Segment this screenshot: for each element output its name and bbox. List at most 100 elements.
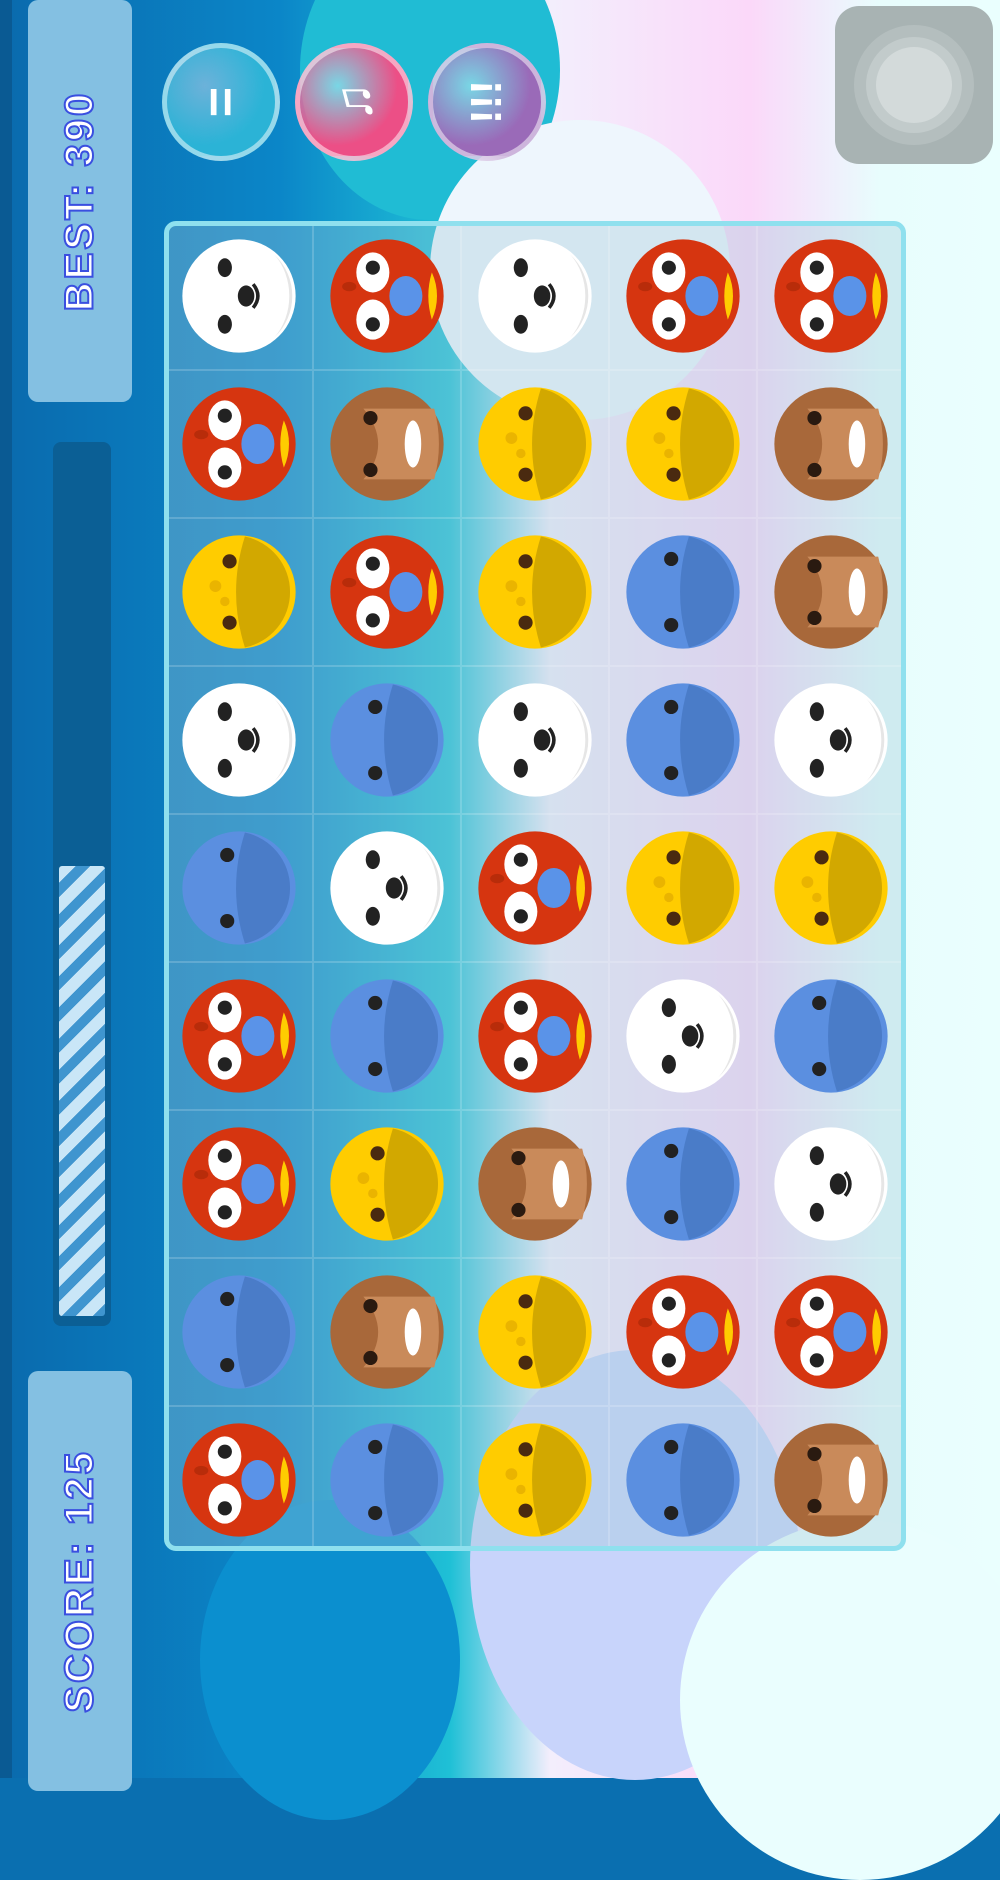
tile-parrot[interactable] [169,1406,313,1546]
monkey-icon [774,535,888,649]
tile-monkey[interactable] [757,518,901,666]
tile-blue[interactable] [609,666,757,814]
tile-chick[interactable] [169,518,313,666]
current-score: SCORE: 125 [57,1448,103,1713]
tile-panda[interactable] [169,666,313,814]
panda-icon [626,979,740,1093]
pause-icon: = [192,86,250,118]
chick-icon [774,831,888,945]
chick-icon [478,535,592,649]
panda-icon [774,1127,888,1241]
tile-parrot[interactable] [169,962,313,1110]
pause-button[interactable]: = [162,43,280,161]
tile-parrot[interactable] [609,226,757,370]
parrot-icon [774,239,888,353]
monkey-icon [774,387,888,501]
chick-icon [478,1275,592,1389]
parrot-icon [182,1423,296,1537]
monkey-icon [330,1275,444,1389]
tile-chick[interactable] [461,1258,609,1406]
tile-parrot[interactable] [169,1110,313,1258]
blue-icon [330,1423,444,1537]
chick-icon [182,535,296,649]
tile-blue[interactable] [609,1110,757,1258]
panda-icon [182,683,296,797]
tile-monkey[interactable] [461,1110,609,1258]
tile-chick[interactable] [609,814,757,962]
panda-icon [478,239,592,353]
panda-icon [182,239,296,353]
edge-strip [0,0,12,1778]
blue-icon [330,683,444,797]
tile-panda[interactable] [313,814,461,962]
tile-blue[interactable] [313,666,461,814]
tile-blue[interactable] [313,962,461,1110]
tile-blue[interactable] [313,1406,461,1546]
tile-blue[interactable] [609,1406,757,1546]
progress-bar [53,442,111,1326]
tile-panda[interactable] [757,1110,901,1258]
hint-button[interactable]: !!! [428,43,546,161]
monkey-icon [478,1127,592,1241]
parrot-icon [626,239,740,353]
blue-icon [626,683,740,797]
blue-icon [330,979,444,1093]
chick-icon [626,831,740,945]
tile-parrot[interactable] [461,962,609,1110]
parrot-icon [774,1275,888,1389]
tile-parrot[interactable] [609,1258,757,1406]
parrot-icon [182,387,296,501]
blue-icon [182,831,296,945]
tile-panda[interactable] [461,666,609,814]
parrot-icon [330,535,444,649]
monkey-icon [330,387,444,501]
tile-blue[interactable] [609,518,757,666]
panda-icon [330,831,444,945]
music-button[interactable]: ♫ [295,43,413,161]
tile-blue[interactable] [169,1258,313,1406]
game-board [164,221,906,1551]
tile-chick[interactable] [313,1110,461,1258]
best-score: BEST: 390 [57,90,103,312]
tile-monkey[interactable] [757,370,901,518]
tile-parrot[interactable] [461,814,609,962]
chick-icon [478,1423,592,1537]
chick-icon [478,387,592,501]
parrot-icon [182,1127,296,1241]
exclamation-icon: !!! [462,80,511,124]
tile-chick[interactable] [461,1406,609,1546]
chick-icon [626,387,740,501]
tile-monkey[interactable] [313,1258,461,1406]
tile-monkey[interactable] [313,370,461,518]
tile-blue[interactable] [757,962,901,1110]
parrot-icon [478,831,592,945]
tile-chick[interactable] [461,518,609,666]
tile-parrot[interactable] [757,1258,901,1406]
tile-chick[interactable] [461,370,609,518]
best-panel: BEST: 390 [28,0,132,402]
tile-parrot[interactable] [757,226,901,370]
tile-chick[interactable] [757,814,901,962]
panda-icon [478,683,592,797]
assistive-touch-button[interactable] [835,6,993,164]
blue-icon [182,1275,296,1389]
tile-panda[interactable] [461,226,609,370]
tile-panda[interactable] [169,226,313,370]
blue-icon [774,979,888,1093]
tile-panda[interactable] [757,666,901,814]
tile-blue[interactable] [169,814,313,962]
parrot-icon [478,979,592,1093]
tile-parrot[interactable] [313,226,461,370]
tile-chick[interactable] [609,370,757,518]
tile-parrot[interactable] [313,518,461,666]
blue-icon [626,1423,740,1537]
tile-panda[interactable] [609,962,757,1110]
score-panel: SCORE: 125 [28,1371,132,1791]
blue-icon [626,535,740,649]
tile-parrot[interactable] [169,370,313,518]
parrot-icon [626,1275,740,1389]
tile-monkey[interactable] [757,1406,901,1546]
blue-icon [626,1127,740,1241]
cloud [200,1500,460,1820]
monkey-icon [774,1423,888,1537]
